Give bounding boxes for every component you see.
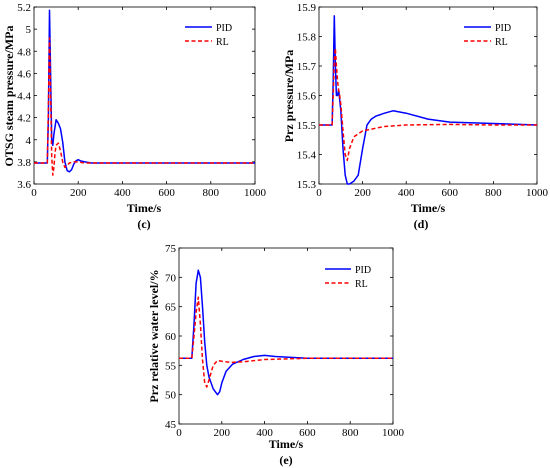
panel-label: (c) <box>137 217 150 231</box>
series-line-rl <box>34 37 255 176</box>
x-tick-label: 0 <box>176 427 182 439</box>
y-ticks: 15.3 15.4 15.5 15.6 15.7 15.8 15.9 <box>297 2 537 191</box>
legend-label-pid: PID <box>495 23 511 34</box>
series-line-pid <box>319 15 538 185</box>
series-lines <box>179 269 393 396</box>
x-tick-label: 600 <box>299 427 316 439</box>
x-tick-label: 1000 <box>526 187 549 199</box>
y-tick-label: 5.2 <box>17 2 31 14</box>
x-tick-label: 600 <box>158 187 175 199</box>
y-tick-label: 15.7 <box>297 61 317 73</box>
y-tick-label: 5 <box>26 24 32 36</box>
y-axis-label: Prz relative water level/% <box>147 269 161 402</box>
y-tick-label: 75 <box>165 243 177 255</box>
series-line-pid <box>34 9 255 173</box>
y-tick-label: 4 <box>26 135 32 147</box>
x-tick-label: 200 <box>70 187 87 199</box>
x-tick-label: 400 <box>114 187 131 199</box>
y-tick-label: 15.3 <box>297 179 317 191</box>
x-tick-label: 400 <box>398 187 415 199</box>
y-tick-label: 15.6 <box>297 91 317 103</box>
y-tick-label: 15.8 <box>297 32 317 44</box>
y-tick-label: 45 <box>165 419 177 431</box>
y-ticks: 45 50 55 60 65 70 75 <box>165 243 393 431</box>
x-tick-label: 400 <box>256 427 273 439</box>
legend: PID RL <box>185 23 232 48</box>
y-tick-label: 65 <box>165 302 177 314</box>
x-axis-label: Time/s <box>269 437 304 451</box>
y-tick-label: 70 <box>165 272 177 284</box>
x-tick-label: 800 <box>342 427 359 439</box>
y-tick-label: 15.9 <box>297 2 317 14</box>
x-tick-label: 1000 <box>244 187 267 199</box>
series-lines <box>34 9 255 176</box>
y-tick-label: 3.6 <box>17 179 31 191</box>
x-tick-label: 0 <box>316 187 322 199</box>
y-tick-label: 15.4 <box>297 150 317 162</box>
y-tick-label: 4.4 <box>17 91 31 103</box>
panel-label: (e) <box>279 453 292 467</box>
x-tick-label: 1000 <box>382 427 405 439</box>
y-tick-label: 4.6 <box>17 68 31 80</box>
x-axis-label: Time/s <box>411 201 446 215</box>
panel-label: (d) <box>414 217 429 231</box>
y-tick-label: 15.5 <box>297 120 317 132</box>
series-lines <box>319 15 538 185</box>
y-axis-label: OTSG steam pressure/MPa <box>2 26 16 167</box>
x-tick-label: 800 <box>485 187 502 199</box>
y-tick-label: 50 <box>165 390 177 402</box>
series-line-pid <box>179 269 393 396</box>
series-line-rl <box>319 47 537 162</box>
legend-label-pid: PID <box>355 265 371 276</box>
x-tick-label: 200 <box>214 427 231 439</box>
legend-label-rl: RL <box>355 279 368 290</box>
x-tick-label: 0 <box>31 187 37 199</box>
x-ticks: 0 200 400 600 800 1000 <box>176 248 405 439</box>
y-tick-label: 4.8 <box>17 46 31 58</box>
legend-label-rl: RL <box>495 37 508 48</box>
y-ticks: 3.6 3.8 4 4.2 4.4 4.6 4.8 5 5.2 <box>17 2 255 191</box>
x-ticks: 0 200 400 600 800 1000 <box>316 7 549 199</box>
y-tick-label: 4.2 <box>17 113 31 125</box>
x-axis-label: Time/s <box>127 201 162 215</box>
legend-label-pid: PID <box>216 23 232 34</box>
y-tick-label: 60 <box>165 331 177 343</box>
legend: PID RL <box>325 265 371 290</box>
y-tick-label: 55 <box>165 360 177 372</box>
x-tick-label: 800 <box>203 187 220 199</box>
legend-label-rl: RL <box>216 37 229 48</box>
legend: PID RL <box>464 23 511 48</box>
chart-panel-c: 3.6 3.8 4 4.2 4.4 4.6 4.8 5 5.2 0 200 400 600 800 100… <box>2 2 267 231</box>
x-tick-label: 600 <box>442 187 459 199</box>
x-tick-label: 200 <box>354 187 371 199</box>
y-axis-label: Prz pressure/MPa <box>282 50 296 143</box>
x-ticks: 0 200 400 600 800 1000 <box>31 7 267 199</box>
series-line-rl <box>179 296 393 388</box>
y-tick-label: 3.8 <box>17 157 31 169</box>
chart-panel-d: 15.3 15.4 15.5 15.6 15.7 15.8 15.9 0 200 400 600 8… <box>282 2 549 231</box>
